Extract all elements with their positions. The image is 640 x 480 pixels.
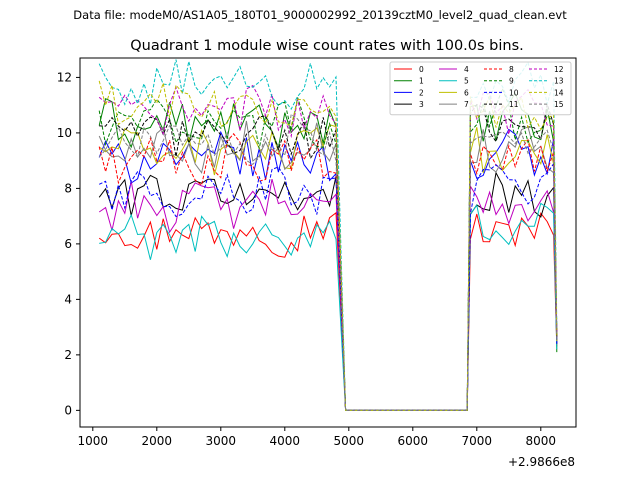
series-line-2 (98, 128, 558, 411)
series-line-0 (98, 211, 558, 411)
legend-label-8: 8 (509, 65, 514, 74)
x-offset-label: +2.9866e8 (508, 455, 575, 469)
legend-label-2: 2 (419, 88, 424, 97)
x-tick-label: 5000 (334, 434, 365, 448)
legend-label-7: 7 (464, 100, 469, 109)
x-tick-label: 6000 (398, 434, 429, 448)
series-line-10 (98, 162, 558, 411)
series-line-4 (98, 178, 558, 411)
y-axis: 0 2 4 6 8 10 12 (57, 70, 80, 417)
axes-frame (79, 57, 577, 428)
legend-label-5: 5 (464, 77, 469, 86)
x-tick-label: 3000 (206, 434, 237, 448)
y-tick-label: 10 (57, 126, 72, 140)
x-axis: 1000 2000 3000 4000 5000 6000 7000 8000 (78, 427, 557, 448)
series-line-15 (98, 113, 558, 411)
legend-label-14: 14 (554, 88, 564, 97)
y-tick-label: 12 (57, 70, 72, 84)
legend-label-6: 6 (464, 88, 469, 97)
legend-label-10: 10 (509, 88, 519, 97)
chart-title: Quadrant 1 module wise count rates with … (130, 38, 524, 54)
x-tick-label: 2000 (142, 434, 173, 448)
series-line-1 (98, 91, 558, 411)
legend-box (389, 61, 572, 116)
series-line-6 (98, 124, 558, 411)
legend-label-13: 13 (554, 77, 564, 86)
series-line-14 (98, 80, 558, 411)
legend-label-4: 4 (464, 65, 469, 74)
x-tick-label: 4000 (270, 434, 301, 448)
data-file-title: Data file: modeM0/AS1A05_180T01_90000029… (73, 8, 567, 22)
legend-label-15: 15 (554, 100, 564, 109)
x-tick-label: 1000 (78, 434, 109, 448)
legend-label-0: 0 (419, 65, 424, 74)
x-tick-label: 7000 (462, 434, 493, 448)
y-tick-label: 2 (64, 348, 72, 362)
y-tick-label: 4 (64, 292, 72, 306)
y-tick-label: 8 (64, 181, 72, 195)
series-line-3 (98, 171, 558, 411)
series-line-8 (98, 133, 558, 411)
series-line-7 (98, 120, 558, 411)
y-tick-label: 6 (64, 237, 72, 251)
legend-label-12: 12 (554, 65, 564, 74)
y-tick-label: 0 (64, 403, 72, 417)
legend-label-11: 11 (509, 100, 519, 109)
x-tick-label: 8000 (526, 434, 557, 448)
legend-label-1: 1 (419, 77, 424, 86)
series-line-5 (99, 202, 558, 411)
series-line-12 (98, 84, 558, 411)
legend-label-9: 9 (509, 77, 514, 86)
legend-label-3: 3 (419, 100, 424, 109)
